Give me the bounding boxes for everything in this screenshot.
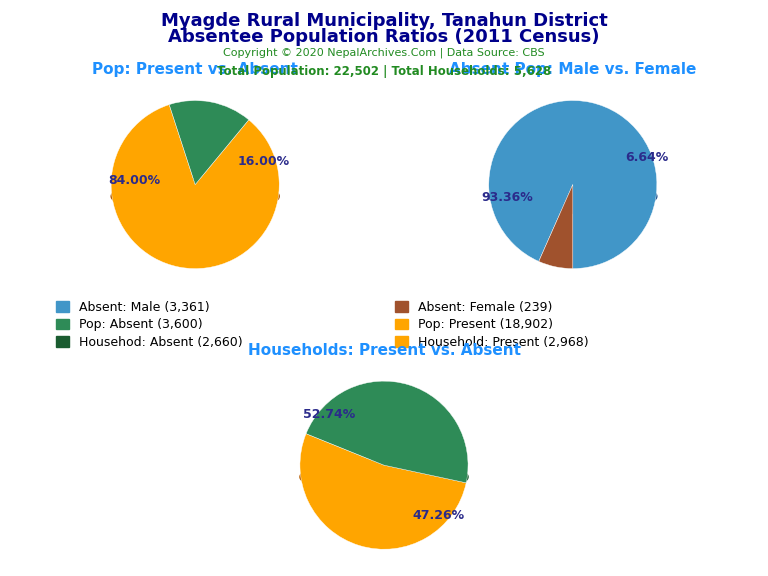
Polygon shape xyxy=(306,460,468,480)
Polygon shape xyxy=(169,180,249,196)
Text: Absentee Population Ratios (2011 Census): Absentee Population Ratios (2011 Census) xyxy=(168,28,600,46)
Polygon shape xyxy=(539,196,573,213)
Text: 84.00%: 84.00% xyxy=(108,174,161,187)
Text: 52.74%: 52.74% xyxy=(303,408,356,421)
Text: Copyright © 2020 NepalArchives.Com | Data Source: CBS: Copyright © 2020 NepalArchives.Com | Dat… xyxy=(223,47,545,58)
Polygon shape xyxy=(111,180,280,213)
Wedge shape xyxy=(539,184,573,268)
Legend: Absent: Female (239), Pop: Present (18,902), Household: Present (2,968): Absent: Female (239), Pop: Present (18,9… xyxy=(390,296,594,354)
Text: 47.26%: 47.26% xyxy=(412,509,465,522)
Text: 93.36%: 93.36% xyxy=(482,191,533,204)
Wedge shape xyxy=(300,434,466,550)
Wedge shape xyxy=(306,381,468,483)
Title: Pop: Present vs. Absent: Pop: Present vs. Absent xyxy=(92,62,298,77)
Wedge shape xyxy=(169,100,249,184)
Wedge shape xyxy=(111,105,280,268)
Polygon shape xyxy=(488,180,657,213)
Wedge shape xyxy=(488,100,657,268)
Title: Absent Pop: Male vs. Female: Absent Pop: Male vs. Female xyxy=(449,62,697,77)
Text: 6.64%: 6.64% xyxy=(625,151,668,164)
Title: Households: Present vs. Absent: Households: Present vs. Absent xyxy=(247,343,521,358)
Text: 16.00%: 16.00% xyxy=(238,154,290,168)
Polygon shape xyxy=(300,471,466,494)
Text: Myagde Rural Municipality, Tanahun District: Myagde Rural Municipality, Tanahun Distr… xyxy=(161,12,607,29)
Text: Total Population: 22,502 | Total Households: 5,628: Total Population: 22,502 | Total Househo… xyxy=(217,65,551,78)
